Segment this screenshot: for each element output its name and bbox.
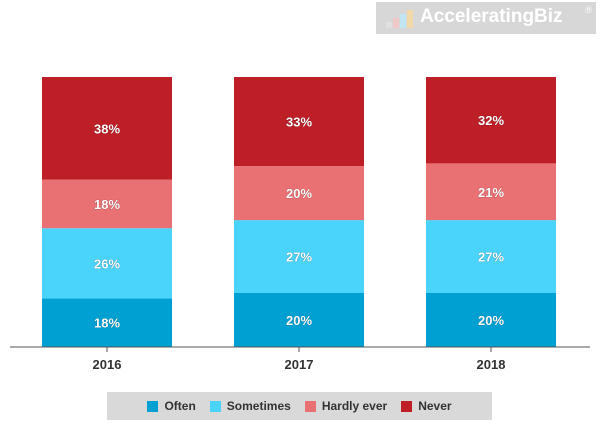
bar-segment-often-2018: [426, 293, 556, 347]
bar-segment-often-2017: [234, 293, 364, 347]
bar-segment-never-2018: [426, 77, 556, 164]
stacked-bar-chart: 18% 26% 18% 38% 2016 20% 27% 20% 33% 2017 20% 27% 21…: [10, 77, 590, 372]
bar-segment-hardly-ever-2017: [234, 166, 364, 221]
data-label: 21%: [478, 185, 504, 200]
data-label: 27%: [478, 250, 504, 265]
x-tick-label: 2017: [285, 357, 314, 372]
legend-swatch: [401, 400, 413, 412]
legend-item-never: Never: [401, 399, 452, 413]
acceleratingbiz-logo: AcceleratingBiz ®: [376, 2, 596, 34]
x-tick-label: 2018: [477, 357, 506, 372]
x-tick-label: 2016: [93, 357, 122, 372]
bar-segment-sometimes-2017: [234, 220, 364, 293]
bar-segment-hardly-ever-2016: [42, 179, 172, 229]
logo-bars-icon: [386, 10, 413, 28]
legend-item-sometimes: Sometimes: [209, 399, 291, 413]
bar-segment-never-2016: [42, 77, 172, 180]
logo-bar: [393, 18, 399, 28]
data-label: 33%: [286, 115, 312, 130]
bar-segment-sometimes-2018: [426, 220, 556, 293]
bar-segment-never-2017: [234, 77, 364, 167]
data-label: 26%: [94, 256, 120, 271]
bar-segment-often-2016: [42, 298, 172, 347]
bar-segment-hardly-ever-2018: [426, 163, 556, 221]
logo-bar: [386, 22, 392, 28]
data-label: 20%: [286, 313, 312, 328]
legend-label: Often: [164, 399, 196, 413]
legend-label: Never: [418, 399, 452, 413]
data-label: 18%: [94, 197, 120, 212]
data-label: 20%: [286, 186, 312, 201]
legend-item-often: Often: [147, 399, 196, 413]
legend-swatch: [147, 400, 159, 412]
chart-legend: Often Sometimes Hardly ever Never: [107, 392, 492, 420]
data-label: 27%: [286, 250, 312, 265]
logo-bar: [400, 14, 406, 28]
legend-swatch: [304, 400, 316, 412]
data-label: 20%: [478, 313, 504, 328]
data-label: 18%: [94, 316, 120, 331]
data-label: 32%: [478, 113, 504, 128]
legend-swatch: [209, 400, 221, 412]
logo-bar: [407, 10, 413, 28]
bar-segment-sometimes-2016: [42, 228, 172, 299]
data-label: 38%: [94, 121, 120, 136]
logo-text: AcceleratingBiz: [420, 6, 563, 27]
legend-label: Sometimes: [226, 399, 291, 413]
legend-label: Hardly ever: [321, 399, 388, 413]
registered-mark: ®: [585, 5, 592, 15]
legend-item-hardly-ever: Hardly ever: [304, 399, 388, 413]
